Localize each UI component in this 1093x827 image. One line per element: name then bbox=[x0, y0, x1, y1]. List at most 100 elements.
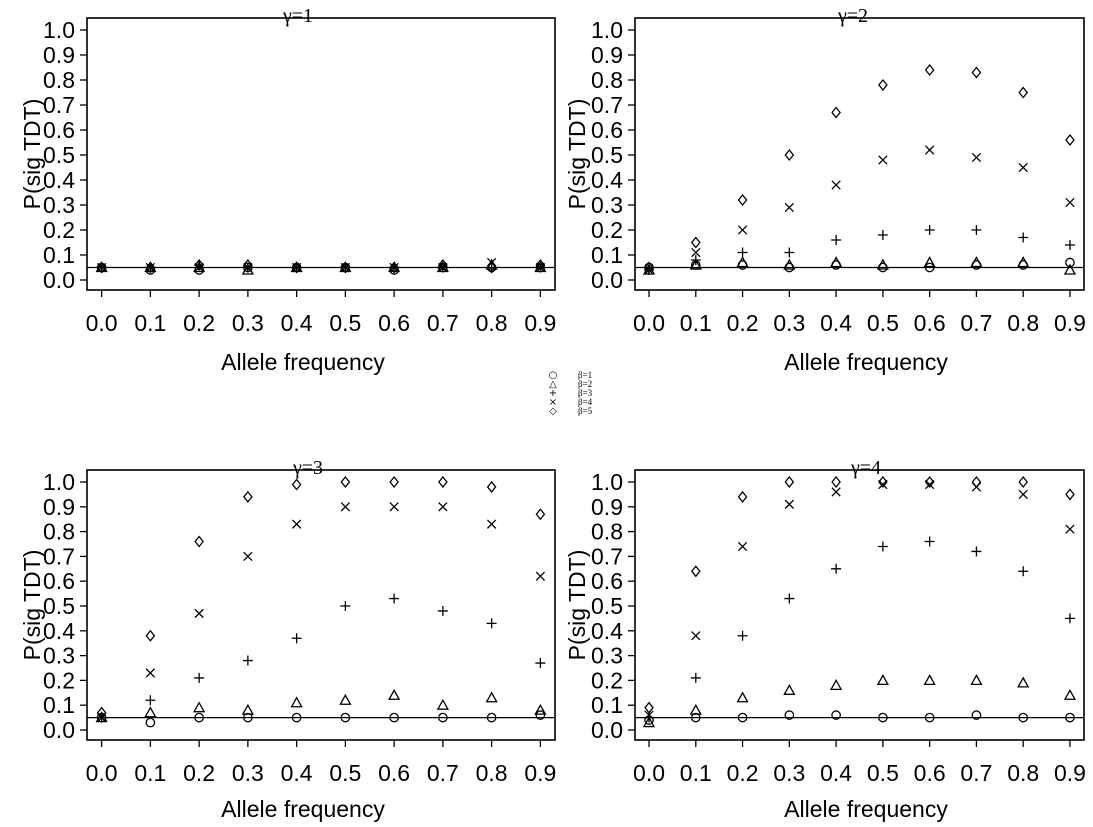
data-point-circle bbox=[924, 262, 935, 273]
data-point-plus bbox=[486, 618, 497, 629]
data-point-diamond bbox=[1065, 488, 1075, 501]
x-tick-label: 0.0 bbox=[633, 760, 665, 786]
data-point-circle bbox=[243, 712, 253, 723]
data-point-diamond bbox=[535, 258, 546, 272]
data-point-plus bbox=[1018, 232, 1029, 243]
data-point-plus bbox=[784, 247, 795, 258]
data-point-plus bbox=[340, 601, 351, 611]
data-point-triangle bbox=[970, 256, 983, 268]
x-tick-label: 0.3 bbox=[232, 310, 264, 336]
panel-title: γ=2 bbox=[837, 5, 868, 27]
x-tick-label: 0.7 bbox=[960, 310, 992, 336]
y-tick-label: 0.5 bbox=[43, 593, 75, 619]
data-point-plus bbox=[690, 255, 701, 265]
y-axis-title: P(sig TDT) bbox=[564, 550, 590, 661]
data-point-circle bbox=[340, 712, 351, 723]
data-point-circle bbox=[1065, 712, 1075, 723]
y-tick-label: 0.9 bbox=[43, 42, 75, 68]
data-point-cross bbox=[1065, 197, 1075, 208]
data-point-diamond bbox=[924, 63, 935, 77]
y-tick-label: 0.1 bbox=[591, 242, 623, 268]
x-tick-label: 0.5 bbox=[867, 310, 899, 336]
data-point-cross bbox=[1018, 489, 1028, 500]
plot-frame bbox=[634, 17, 1085, 291]
data-point-plus bbox=[877, 230, 888, 240]
data-point-cross bbox=[878, 155, 888, 165]
series-cross bbox=[96, 257, 546, 273]
legend-label: β=2 bbox=[578, 379, 592, 389]
data-point-triangle bbox=[736, 691, 749, 703]
data-point-triangle bbox=[1017, 676, 1030, 688]
data-point-plus bbox=[535, 658, 546, 669]
y-tick-label: 0.7 bbox=[43, 543, 75, 569]
data-point-diamond bbox=[291, 478, 302, 491]
data-point-circle bbox=[737, 712, 748, 723]
data-point-diamond bbox=[1018, 86, 1029, 99]
data-point-diamond bbox=[438, 475, 448, 489]
data-point-cross bbox=[389, 502, 399, 512]
data-point-triangle bbox=[830, 679, 843, 691]
y-tick-label: 1.0 bbox=[591, 469, 623, 495]
x-tick-label: 0.9 bbox=[524, 760, 556, 786]
panel-gamma-2: γ=2 P(sig TDT) Allele frequency 0.00.10.… bbox=[564, 5, 1086, 375]
data-point-cross bbox=[737, 541, 748, 552]
x-tick-label: 0.1 bbox=[134, 760, 166, 786]
data-point-cross bbox=[194, 262, 204, 273]
data-point-diamond bbox=[924, 475, 935, 489]
data-point-cross bbox=[784, 202, 795, 213]
data-point-diamond bbox=[1065, 133, 1075, 147]
data-point-cross bbox=[644, 710, 654, 720]
data-point-triangle bbox=[485, 691, 498, 703]
series-circle bbox=[644, 257, 1075, 273]
data-point-triangle bbox=[783, 683, 796, 695]
y-tick-label: 0.9 bbox=[591, 494, 623, 520]
y-tick-label: 0.2 bbox=[591, 667, 623, 693]
data-point-diamond bbox=[96, 261, 107, 274]
x-tick-label: 0.7 bbox=[427, 760, 459, 786]
x-tick-label: 0.3 bbox=[773, 760, 805, 786]
x-tick-label: 0.8 bbox=[476, 310, 508, 336]
plot-frame bbox=[86, 17, 556, 291]
data-point-diamond bbox=[878, 78, 888, 92]
y-axis-title: P(sig TDT) bbox=[19, 550, 45, 661]
data-point-cross bbox=[1018, 162, 1028, 173]
series-diamond bbox=[96, 258, 546, 274]
data-point-diamond bbox=[438, 258, 448, 272]
x-tick-label: 0.6 bbox=[914, 760, 946, 786]
series-triangle bbox=[95, 688, 547, 723]
y-tick-label: 0.7 bbox=[591, 543, 623, 569]
data-point-diamond bbox=[784, 148, 795, 162]
y-tick-label: 0.3 bbox=[591, 192, 623, 218]
x-axis-title: Allele frequency bbox=[221, 349, 385, 375]
y-tick-label: 0.1 bbox=[43, 242, 75, 268]
x-tick-label: 0.4 bbox=[281, 310, 313, 336]
legend-marker-circle: ○ bbox=[549, 370, 558, 381]
series-diamond bbox=[644, 63, 1075, 274]
series-cross bbox=[96, 502, 546, 723]
x-tick-label: 0.2 bbox=[727, 310, 759, 336]
legend-entry: + β=3 bbox=[549, 388, 593, 399]
series-cross bbox=[644, 479, 1075, 720]
y-tick-label: 0.1 bbox=[591, 692, 623, 718]
data-point-plus bbox=[784, 593, 795, 604]
x-tick-label: 0.3 bbox=[232, 760, 264, 786]
data-point-diamond bbox=[535, 508, 546, 521]
y-tick-label: 0.5 bbox=[591, 593, 623, 619]
x-tick-label: 0.2 bbox=[183, 760, 215, 786]
legend-label: β=5 bbox=[578, 406, 593, 416]
y-tick-label: 0.3 bbox=[43, 192, 75, 218]
series-triangle bbox=[642, 674, 1077, 728]
x-tick-label: 0.6 bbox=[914, 310, 946, 336]
data-point-plus bbox=[924, 225, 935, 235]
series-triangle bbox=[642, 256, 1077, 275]
data-point-cross bbox=[831, 487, 841, 497]
y-tick-label: 0.6 bbox=[43, 117, 75, 143]
panel-title: γ=1 bbox=[282, 5, 313, 27]
y-tick-label: 0.6 bbox=[591, 117, 623, 143]
data-point-cross bbox=[291, 519, 302, 529]
legend: ○ β=1 △ β=2 + β=3 × β=4 ◇ β=5 bbox=[549, 370, 593, 417]
x-tick-label: 0.1 bbox=[134, 310, 166, 336]
data-point-diamond bbox=[486, 261, 497, 274]
data-point-triangle bbox=[339, 693, 352, 705]
